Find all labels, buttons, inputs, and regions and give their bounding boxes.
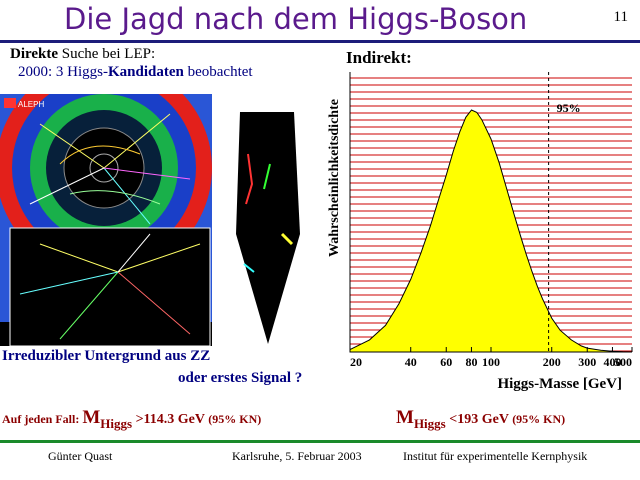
x-tick-label: 200 — [543, 355, 561, 369]
upper-m-symbol: M — [396, 407, 414, 428]
event-display-image: ALEPH — [0, 94, 318, 346]
upper-limit-value: <193 GeV — [445, 412, 513, 427]
background-caption-line2: oder erstes Signal ? — [178, 370, 303, 386]
candidates-rest: beobachtet — [183, 64, 253, 80]
x-tick-label: 80 — [465, 355, 477, 369]
limit-confidence: (95% KN) — [208, 412, 262, 426]
limit-95-label: 95% — [557, 101, 581, 115]
indirect-heading: Indirekt: — [346, 48, 412, 67]
slide-title: Die Jagd nach dem Higgs-Boson — [64, 2, 528, 36]
x-tick-label: 20 — [350, 355, 362, 369]
aleph-logo-text: ALEPH — [18, 100, 44, 109]
title-underline — [0, 40, 640, 43]
upper-higgs-subscript: Higgs — [413, 416, 446, 431]
x-tick-label: 300 — [578, 355, 596, 369]
x-tick-label: 40 — [405, 355, 417, 369]
direct-bold: Direkte — [10, 46, 59, 62]
limit-prefix: Auf jeden Fall: — [2, 412, 83, 426]
upper-limit-confidence: (95% KN) — [512, 412, 566, 426]
footer-author: Günter Quast — [48, 449, 113, 463]
x-tick-label: 100 — [482, 355, 500, 369]
x-tick-label: 400 — [603, 355, 621, 369]
limit-value: >114.3 GeV — [132, 412, 209, 427]
candidates-year: 2000: 3 Higgs- — [18, 64, 108, 80]
candidates-bold: Kandidaten — [108, 64, 184, 80]
upper-mass-limit: MHiggs <193 GeV (95% KN) — [396, 407, 566, 431]
footer-date: Karlsruhe, 5. Februar 2003 — [232, 449, 362, 463]
footer-institute: Institut für experimentelle Kernphysik — [403, 449, 588, 463]
direct-rest: Suche bei LEP: — [58, 46, 156, 62]
event-display-graphic: ALEPH — [0, 94, 318, 346]
x-axis-label: Higgs-Masse [GeV] — [497, 376, 622, 392]
probability-density-area — [349, 109, 633, 353]
limit-m-symbol: M — [82, 407, 101, 428]
candidates-line: 2000: 3 Higgs-Kandidaten beobachtet — [18, 64, 253, 81]
x-tick-label: 60 — [440, 355, 452, 369]
direct-search-heading: Direkte Suche bei LEP: — [10, 46, 155, 63]
limit-higgs-subscript: Higgs — [100, 416, 133, 431]
page-number: 11 — [613, 9, 628, 25]
lower-mass-limit: Auf jeden Fall: MHiggs >114.3 GeV (95% K… — [2, 407, 262, 431]
x-tick-label: 500 — [614, 355, 632, 369]
background-caption-line1: Irreduzibler Untergrund aus ZZ — [2, 348, 211, 364]
footer-rule — [0, 440, 640, 443]
